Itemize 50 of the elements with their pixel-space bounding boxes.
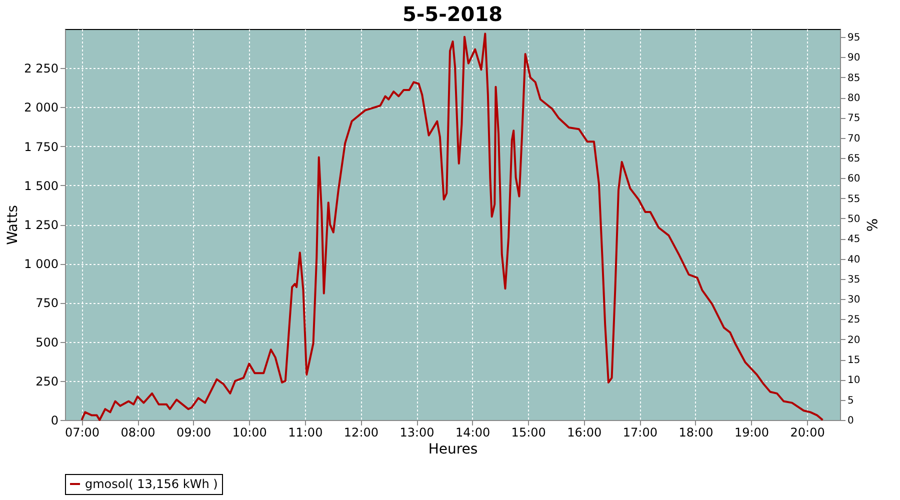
x-axis-title: Heures [428, 442, 478, 458]
y2-tick-label: 0 [848, 416, 854, 426]
y2-tick-label: 55 [848, 194, 860, 205]
x-tick-label: 08:00 [120, 426, 156, 440]
y2-tick-label: 80 [848, 93, 860, 104]
y2-tick-label: 50 [848, 214, 860, 225]
x-tick-label: 09:00 [176, 426, 212, 440]
y2-tick-label: 70 [848, 133, 860, 144]
y-tick-label: 1 250 [24, 218, 58, 232]
y-tick-label: 2 000 [24, 100, 58, 115]
y-tick-label: 1 000 [24, 257, 58, 272]
y-tick-label: 1 750 [24, 140, 58, 154]
x-tick-label: 12:00 [344, 426, 379, 440]
x-tick-label: 16:00 [567, 426, 602, 440]
y2-tick-label: 10 [848, 375, 860, 386]
legend-label: gmosol( 13,156 kWh ) [85, 477, 218, 491]
y2-tick-label: 60 [848, 174, 860, 185]
x-tick-label: 20:00 [790, 426, 825, 440]
y2-tick-label: 35 [848, 274, 860, 286]
chart-title: 5-5-2018 [402, 2, 503, 26]
x-tick-label: 13:00 [400, 426, 434, 440]
y2-tick-label: 25 [848, 314, 860, 326]
y2-tick-label: 40 [848, 254, 860, 266]
y2-tick-label: 20 [848, 334, 860, 346]
y2-tick-label: 90 [848, 52, 860, 64]
x-tick-label: 19:00 [734, 426, 770, 440]
y-tick-label: 0 [50, 414, 58, 428]
y2-tick-label: 95 [848, 32, 860, 44]
x-tick-label: 15:00 [511, 426, 546, 440]
x-tick-label: 11:00 [288, 426, 323, 440]
y-tick-label: 250 [36, 374, 58, 388]
x-tick-label: 18:00 [678, 426, 714, 440]
y2-tick-label: 75 [848, 113, 860, 124]
y-tick-label: 500 [36, 335, 58, 350]
y-tick-label: 750 [36, 296, 58, 310]
y2-tick-label: 5 [848, 395, 854, 406]
x-tick-label: 17:00 [622, 426, 658, 440]
y2-tick-label: 30 [848, 294, 860, 306]
y-axis-title: Watts [5, 205, 22, 245]
y2-tick-label: 45 [848, 234, 860, 246]
line-series [80, 32, 824, 421]
y2-axis-title: % [863, 218, 880, 232]
y2-tick-label: 15 [848, 355, 860, 366]
x-tick-label: 14:00 [456, 426, 490, 440]
y-tick-label: 2 250 [24, 62, 58, 76]
x-tick-label: 07:00 [64, 426, 100, 440]
y-tick-label: 1 500 [24, 178, 58, 193]
y2-tick-label: 65 [848, 153, 860, 164]
x-tick-label: 10:00 [232, 426, 267, 440]
y2-tick-label: 85 [848, 72, 860, 84]
